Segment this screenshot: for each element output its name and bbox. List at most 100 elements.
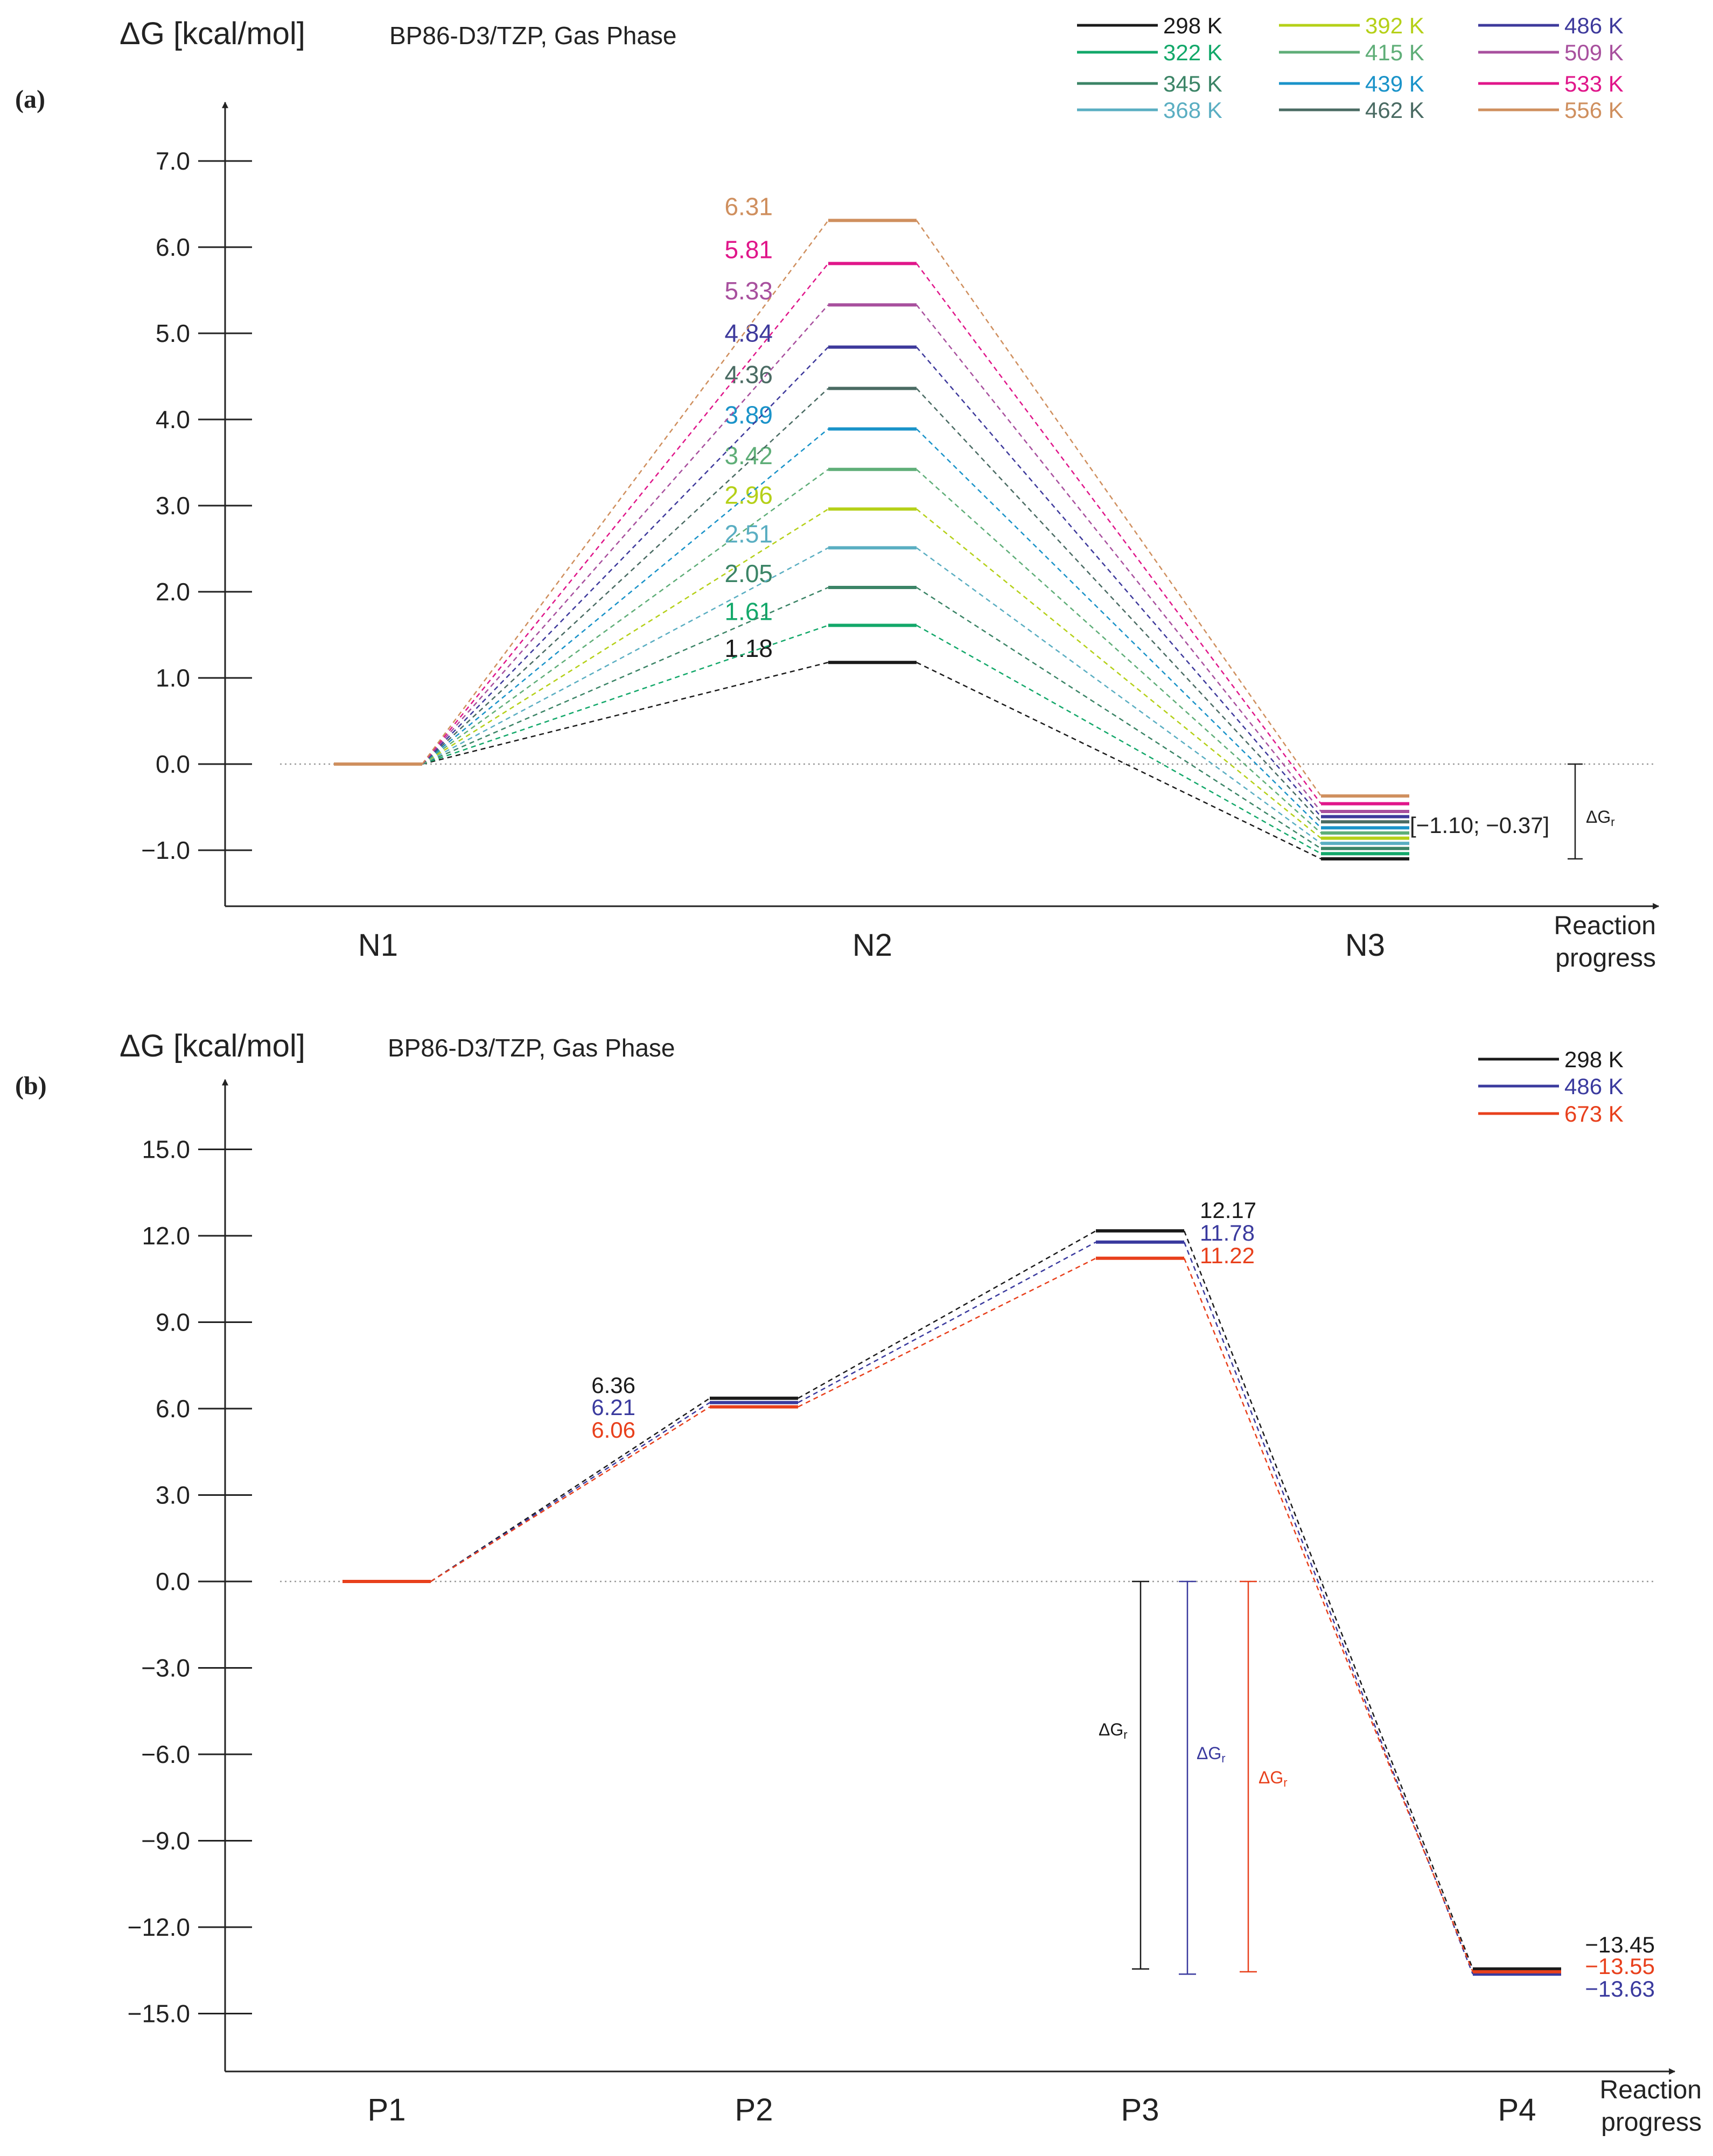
legend-label: 673 K — [1564, 1101, 1624, 1126]
connector-line — [422, 661, 829, 765]
y-tick-label: 6.0 — [156, 233, 190, 261]
chart-subtitle: BP86-D3/TZP, Gas Phase — [388, 1034, 675, 1062]
connector-line — [422, 388, 829, 765]
y-tick-label: −9.0 — [141, 1827, 190, 1855]
x-axis-title-line2: progress — [1555, 944, 1656, 972]
connector-line — [798, 1241, 1096, 1403]
legend-label: 298 K — [1564, 1047, 1624, 1072]
connector-line — [916, 547, 1322, 844]
legend-label: 415 K — [1365, 40, 1424, 65]
data-label: 2.51 — [724, 520, 773, 548]
legend-label: 556 K — [1564, 97, 1624, 123]
range-annotation: [−1.10; −0.37] — [1410, 813, 1549, 838]
legend-label: 392 K — [1365, 13, 1424, 38]
data-label: 12.17 — [1200, 1198, 1256, 1223]
x-category-label: P2 — [735, 2092, 773, 2127]
y-tick-label: 1.0 — [156, 664, 190, 692]
connector-line — [1183, 1258, 1474, 1972]
data-label: 5.81 — [724, 235, 773, 263]
data-label: 6.21 — [591, 1395, 635, 1420]
y-axis-title: ΔG [kcal/mol] — [120, 1028, 305, 1063]
panel-b: ΔG [kcal/mol] BP86-D3/TZP, Gas Phase (b) −1… — [15, 1028, 1702, 2137]
y-tick-label: 0.0 — [156, 1567, 190, 1595]
connector-line — [915, 220, 1322, 796]
y-axis-title: ΔG [kcal/mol] — [120, 16, 305, 51]
connector-line — [430, 1402, 710, 1583]
panel-label: (a) — [15, 85, 45, 114]
connector-line — [798, 1230, 1096, 1399]
y-tick-label: 3.0 — [156, 492, 190, 520]
x-category-label: N1 — [358, 928, 398, 963]
x-category-label: P3 — [1121, 2092, 1159, 2127]
x-axis-title-line2: progress — [1601, 2108, 1702, 2137]
y-tick-label: 7.0 — [156, 147, 190, 175]
connector-line — [422, 346, 829, 765]
data-label: −13.55 — [1585, 1954, 1655, 1979]
data-label: 11.22 — [1200, 1243, 1255, 1268]
connector-line — [422, 304, 829, 765]
legend-label: 462 K — [1365, 97, 1424, 123]
data-label: −13.63 — [1585, 1976, 1655, 2001]
data-label: 3.42 — [724, 442, 773, 470]
data-label: 6.31 — [724, 192, 773, 220]
connector-line — [916, 346, 1322, 817]
panel-label: (b) — [15, 1072, 47, 1100]
connector-line — [916, 428, 1322, 829]
y-tick-label: 2.0 — [156, 578, 190, 606]
data-label: 11.78 — [1200, 1220, 1255, 1245]
data-label: −13.45 — [1585, 1932, 1655, 1957]
connector-line — [916, 468, 1322, 834]
data-label: 4.36 — [724, 360, 773, 388]
connector-line — [1183, 1242, 1474, 1975]
x-category-label: N3 — [1345, 928, 1385, 963]
x-category-label: N2 — [852, 928, 892, 963]
x-axis-title-line1: Reaction — [1554, 912, 1656, 940]
connector-line — [916, 625, 1322, 855]
connector-line — [421, 220, 829, 765]
connector-line — [422, 428, 829, 765]
legend-label: 439 K — [1365, 71, 1424, 96]
y-tick-label: −1.0 — [141, 836, 190, 864]
connector-line — [1183, 1230, 1474, 1970]
legend-label: 486 K — [1564, 1074, 1624, 1099]
y-tick-label: 0.0 — [156, 750, 190, 778]
y-tick-label: 4.0 — [156, 405, 190, 433]
y-tick-label: 5.0 — [156, 319, 190, 347]
y-tick-label: 3.0 — [156, 1481, 190, 1509]
y-tick-label: 6.0 — [156, 1395, 190, 1423]
data-label: 3.89 — [724, 401, 773, 429]
y-tick-label: −12.0 — [128, 1913, 190, 1941]
connector-line — [430, 1397, 710, 1583]
connector-line — [422, 625, 829, 765]
x-category-label: P1 — [368, 2092, 406, 2127]
connector-line — [430, 1406, 710, 1583]
panel-a: ΔG [kcal/mol] BP86-D3/TZP, Gas Phase (a) −1… — [15, 13, 1660, 972]
chart-subtitle: BP86-D3/TZP, Gas Phase — [389, 22, 677, 50]
connector-line — [422, 508, 829, 765]
y-tick-label: 12.0 — [142, 1222, 190, 1250]
connector-line — [916, 388, 1322, 823]
legend-label: 345 K — [1163, 71, 1222, 96]
legend-label: 533 K — [1564, 71, 1624, 96]
y-tick-label: −3.0 — [141, 1654, 190, 1682]
data-label: 2.05 — [724, 559, 773, 587]
x-axis-title-line1: Reaction — [1600, 2076, 1702, 2104]
connector-line — [915, 263, 1322, 804]
x-category-label: P4 — [1498, 2092, 1536, 2127]
data-label: 1.18 — [724, 634, 773, 662]
legend-label: 486 K — [1564, 13, 1624, 38]
connector-line — [916, 586, 1322, 849]
y-tick-label: −15.0 — [128, 2000, 190, 2028]
delta-label: ΔGr — [1258, 1768, 1288, 1789]
legend-label: 298 K — [1163, 13, 1222, 38]
data-label: 6.36 — [591, 1373, 635, 1398]
connector-line — [422, 263, 829, 765]
connector-line — [422, 547, 829, 765]
data-label: 4.84 — [724, 319, 773, 347]
connector-line — [916, 304, 1322, 812]
delta-label: ΔGr — [1197, 1744, 1226, 1765]
legend-label: 368 K — [1163, 97, 1222, 123]
legend-label: 322 K — [1163, 40, 1222, 65]
delta-label: ΔGr — [1586, 807, 1615, 829]
